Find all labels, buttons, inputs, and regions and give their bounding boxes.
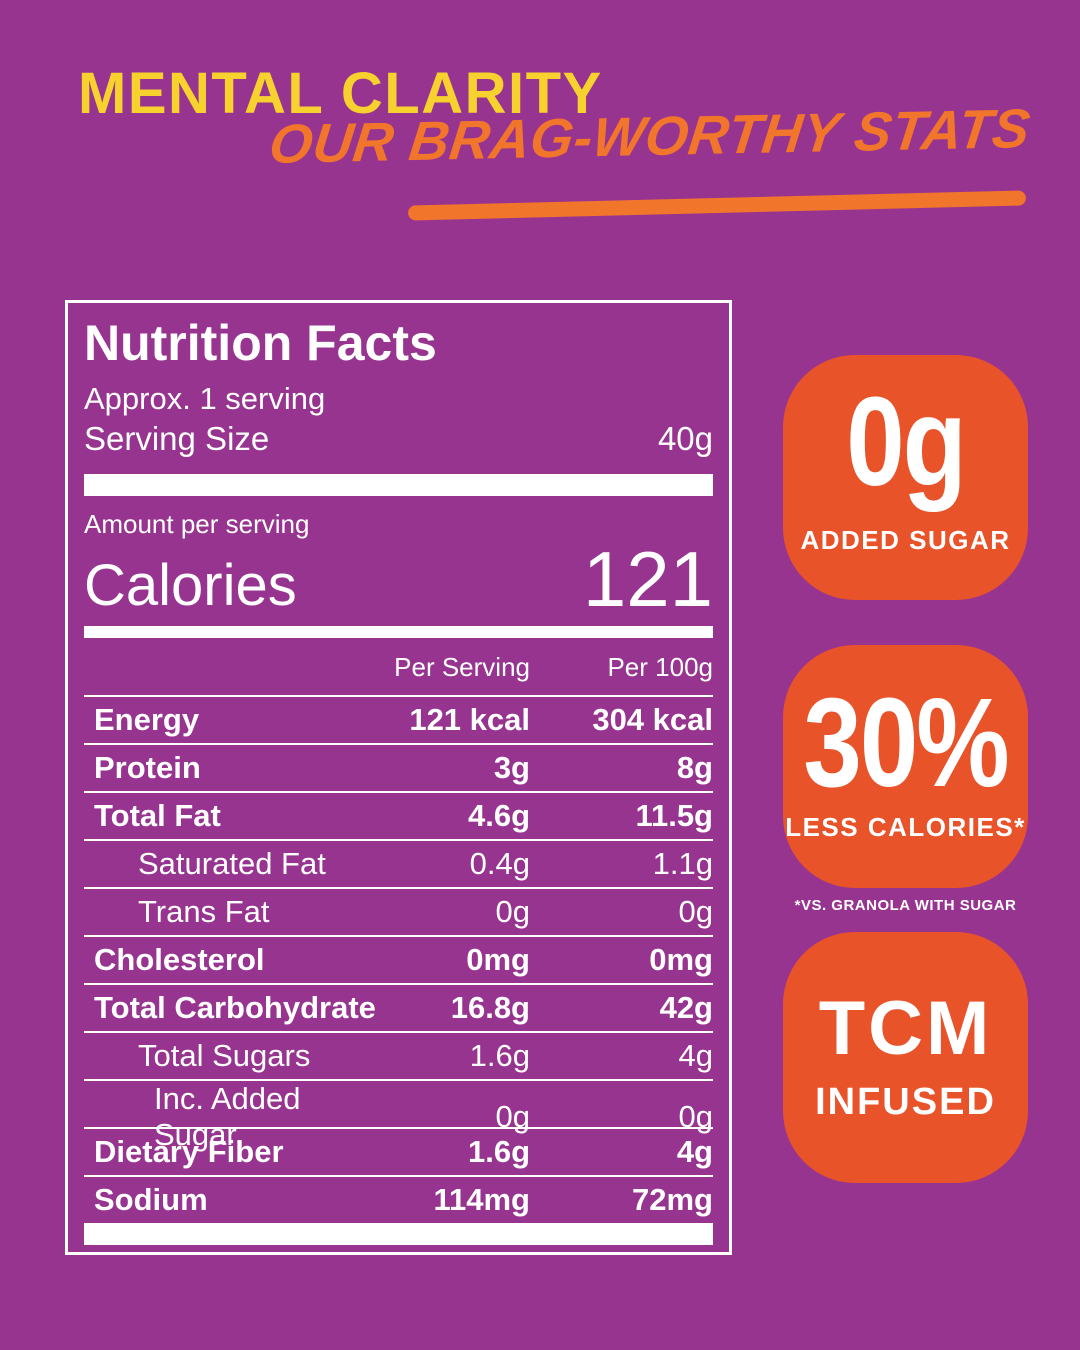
row-label: Total Fat <box>94 797 221 833</box>
row-per-100g: 0mg <box>649 941 713 977</box>
table-row-saturated-fat: Saturated Fat 0.4g 1.1g <box>84 838 713 887</box>
tcm-value: TCM <box>818 986 993 1071</box>
serving-size-row: Serving Size 40g <box>84 420 713 458</box>
table-row-sodium: Sodium 114mg 72mg <box>84 1174 713 1223</box>
row-per-serving: 114mg <box>433 1181 530 1217</box>
row-per-100g: 4g <box>676 1133 713 1169</box>
badge-less-calories: 30% LESS CALORIES* <box>783 645 1028 888</box>
added-sugar-label: ADDED SUGAR <box>800 524 1011 555</box>
row-per-serving: 0.4g <box>469 845 530 881</box>
underline-stroke <box>407 190 1027 221</box>
granola-footnote: *VS. GRANOLA WITH SUGAR <box>794 897 1017 914</box>
row-label: Cholesterol <box>94 941 265 977</box>
less-calories-value: 30% <box>803 672 1009 814</box>
less-calories-label: LESS CALORIES* <box>785 811 1026 842</box>
nutrition-table: Energy 121 kcal 304 kcal Protein 3g 8g T… <box>84 694 713 1223</box>
row-per-100g: 0g <box>678 893 713 929</box>
row-per-100g: 42g <box>659 989 713 1025</box>
calories-row: Calories 121 <box>84 540 713 618</box>
row-label: Saturated Fat <box>138 845 326 881</box>
per-100g-header: Per 100g <box>607 651 713 682</box>
row-per-serving: 121 kcal <box>409 701 530 737</box>
row-per-100g: 0g <box>678 1098 713 1134</box>
badge-tcm-infused: TCM INFUSED <box>783 932 1028 1183</box>
nutrition-facts-title: Nutrition Facts <box>84 315 437 371</box>
table-row-trans-fat: Trans Fat 0g 0g <box>84 886 713 935</box>
table-row-cholesterol: Cholesterol 0mg 0mg <box>84 934 713 983</box>
tcm-label: INFUSED <box>815 1081 996 1123</box>
added-sugar-value: 0g <box>846 371 967 513</box>
page-title: MENTAL CLARITY <box>78 61 603 126</box>
table-row-dietary-fiber: Dietary Fiber 1.6g 4g <box>84 1126 713 1175</box>
row-per-serving: 0g <box>495 1098 530 1134</box>
amount-per-serving-label: Amount per serving <box>84 509 310 540</box>
serving-size-label: Serving Size <box>84 420 270 458</box>
column-headers: Per Serving Per 100g <box>84 638 713 695</box>
row-label: Energy <box>94 701 200 737</box>
per-serving-header: Per Serving <box>394 651 530 682</box>
row-label: Inc. Added Sugar <box>154 1080 301 1152</box>
divider-thick-bottom <box>84 1222 713 1245</box>
row-per-serving: 4.6g <box>467 797 530 833</box>
row-label: Total Carbohydrate <box>94 989 376 1025</box>
row-per-100g: 72mg <box>632 1181 713 1217</box>
divider-medium <box>84 625 713 638</box>
row-per-serving: 3g <box>493 749 530 785</box>
badge-zero-added-sugar: 0g ADDED SUGAR <box>783 355 1028 600</box>
row-label: Dietary Fiber <box>94 1133 284 1169</box>
calories-label: Calories <box>84 553 297 619</box>
row-per-serving: 0mg <box>466 941 530 977</box>
calories-value: 121 <box>582 534 713 623</box>
row-per-serving: 16.8g <box>450 989 530 1025</box>
row-per-100g: 8g <box>676 749 713 785</box>
row-per-100g: 304 kcal <box>592 701 713 737</box>
row-per-100g: 11.5g <box>635 797 713 833</box>
spacer <box>84 652 390 683</box>
row-label: Sodium <box>94 1181 208 1217</box>
serving-size-value: 40g <box>657 420 713 458</box>
row-label: Trans Fat <box>138 893 270 929</box>
table-row-total-carbohydrate: Total Carbohydrate 16.8g 42g <box>84 982 713 1031</box>
nutrition-facts-panel: Nutrition Facts Approx. 1 serving Servin… <box>65 300 732 1255</box>
divider-thick <box>84 474 713 497</box>
row-per-serving: 1.6g <box>467 1133 530 1169</box>
row-per-serving: 1.6g <box>469 1037 530 1073</box>
approx-serving-text: Approx. 1 serving <box>84 380 326 416</box>
row-label: Total Sugars <box>138 1037 311 1073</box>
row-label: Protein <box>94 749 201 785</box>
row-per-serving: 0g <box>495 893 530 929</box>
table-row-total-fat: Total Fat 4.6g 11.5g <box>84 790 713 839</box>
table-row-total-sugars: Total Sugars 1.6g 4g <box>84 1030 713 1079</box>
table-row-energy: Energy 121 kcal 304 kcal <box>84 694 713 743</box>
table-row-protein: Protein 3g 8g <box>84 742 713 791</box>
row-per-100g: 1.1g <box>652 845 713 881</box>
table-row-added-sugar: Inc. Added Sugar 0g 0g <box>84 1078 713 1152</box>
row-per-100g: 4g <box>678 1037 713 1073</box>
